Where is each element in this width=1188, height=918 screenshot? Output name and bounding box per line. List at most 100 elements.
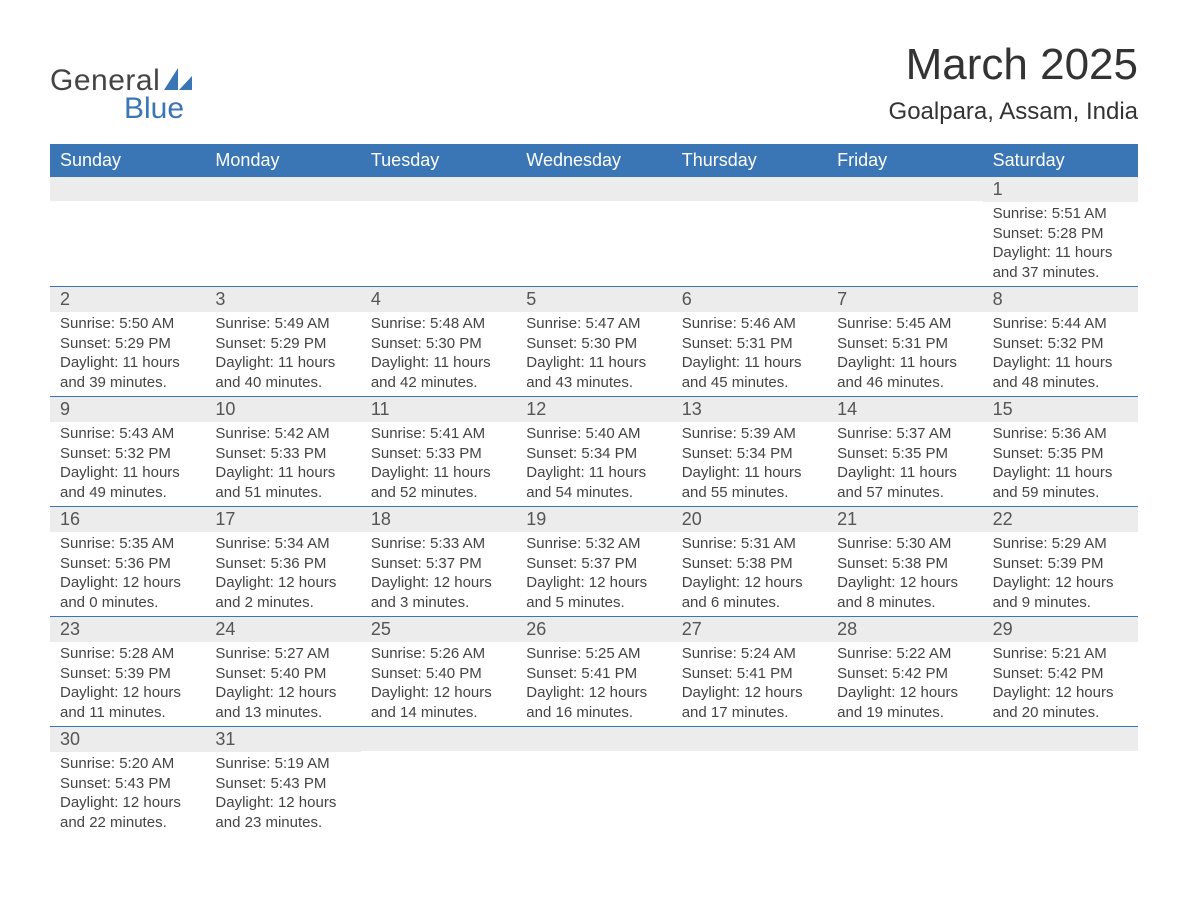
- day-details: Sunrise: 5:30 AMSunset: 5:38 PMDaylight:…: [827, 532, 982, 612]
- day-sunset: Sunset: 5:29 PM: [60, 334, 195, 354]
- day-d1: Daylight: 11 hours: [526, 463, 661, 483]
- calendar-day: [827, 727, 982, 836]
- day-details: [827, 751, 982, 753]
- day-number: 28: [827, 617, 982, 642]
- day-sunrise: Sunrise: 5:43 AM: [60, 424, 195, 444]
- day-sunset: Sunset: 5:31 PM: [837, 334, 972, 354]
- day-sunset: Sunset: 5:33 PM: [371, 444, 506, 464]
- calendar-day: 4Sunrise: 5:48 AMSunset: 5:30 PMDaylight…: [361, 287, 516, 396]
- day-number: 3: [205, 287, 360, 312]
- calendar-day: 11Sunrise: 5:41 AMSunset: 5:33 PMDayligh…: [361, 397, 516, 506]
- day-d1: Daylight: 11 hours: [682, 463, 817, 483]
- weekday-header-row: SundayMondayTuesdayWednesdayThursdayFrid…: [50, 144, 1138, 177]
- day-d1: Daylight: 12 hours: [371, 683, 506, 703]
- day-d1: Daylight: 12 hours: [60, 683, 195, 703]
- day-sunrise: Sunrise: 5:36 AM: [993, 424, 1128, 444]
- day-sunset: Sunset: 5:40 PM: [371, 664, 506, 684]
- day-details: Sunrise: 5:25 AMSunset: 5:41 PMDaylight:…: [516, 642, 671, 722]
- day-d2: and 3 minutes.: [371, 593, 506, 613]
- day-number: 17: [205, 507, 360, 532]
- day-number: 7: [827, 287, 982, 312]
- calendar-day: 22Sunrise: 5:29 AMSunset: 5:39 PMDayligh…: [983, 507, 1138, 616]
- day-sunset: Sunset: 5:29 PM: [215, 334, 350, 354]
- day-sunrise: Sunrise: 5:37 AM: [837, 424, 972, 444]
- day-sunrise: Sunrise: 5:51 AM: [993, 204, 1128, 224]
- weekday-header: Sunday: [50, 144, 205, 177]
- day-number: 26: [516, 617, 671, 642]
- day-d2: and 6 minutes.: [682, 593, 817, 613]
- day-d2: and 8 minutes.: [837, 593, 972, 613]
- day-details: [361, 201, 516, 203]
- day-d1: Daylight: 11 hours: [60, 353, 195, 373]
- day-number: 11: [361, 397, 516, 422]
- day-d2: and 20 minutes.: [993, 703, 1128, 723]
- day-number: 5: [516, 287, 671, 312]
- day-sunset: Sunset: 5:32 PM: [60, 444, 195, 464]
- calendar-week: 16Sunrise: 5:35 AMSunset: 5:36 PMDayligh…: [50, 506, 1138, 616]
- day-number: 30: [50, 727, 205, 752]
- day-d2: and 59 minutes.: [993, 483, 1128, 503]
- day-sunset: Sunset: 5:37 PM: [371, 554, 506, 574]
- day-sunset: Sunset: 5:28 PM: [993, 224, 1128, 244]
- day-number: 4: [361, 287, 516, 312]
- day-details: Sunrise: 5:33 AMSunset: 5:37 PMDaylight:…: [361, 532, 516, 612]
- calendar-week: 23Sunrise: 5:28 AMSunset: 5:39 PMDayligh…: [50, 616, 1138, 726]
- day-sunrise: Sunrise: 5:42 AM: [215, 424, 350, 444]
- day-details: [516, 751, 671, 753]
- day-d1: Daylight: 12 hours: [837, 573, 972, 593]
- calendar-day: [50, 177, 205, 286]
- calendar-day: 5Sunrise: 5:47 AMSunset: 5:30 PMDaylight…: [516, 287, 671, 396]
- day-details: Sunrise: 5:34 AMSunset: 5:36 PMDaylight:…: [205, 532, 360, 612]
- day-d1: Daylight: 12 hours: [993, 683, 1128, 703]
- day-sunset: Sunset: 5:34 PM: [526, 444, 661, 464]
- day-d2: and 11 minutes.: [60, 703, 195, 723]
- day-sunset: Sunset: 5:35 PM: [837, 444, 972, 464]
- day-sunset: Sunset: 5:30 PM: [371, 334, 506, 354]
- day-number: 31: [205, 727, 360, 752]
- day-sunset: Sunset: 5:32 PM: [993, 334, 1128, 354]
- day-d2: and 43 minutes.: [526, 373, 661, 393]
- calendar-week: 1Sunrise: 5:51 AMSunset: 5:28 PMDaylight…: [50, 177, 1138, 286]
- day-d1: Daylight: 11 hours: [371, 353, 506, 373]
- day-d2: and 54 minutes.: [526, 483, 661, 503]
- day-number: 2: [50, 287, 205, 312]
- day-sunset: Sunset: 5:43 PM: [215, 774, 350, 794]
- day-details: Sunrise: 5:48 AMSunset: 5:30 PMDaylight:…: [361, 312, 516, 392]
- day-sunrise: Sunrise: 5:48 AM: [371, 314, 506, 334]
- day-number: [672, 727, 827, 751]
- calendar: SundayMondayTuesdayWednesdayThursdayFrid…: [50, 144, 1138, 836]
- day-sunset: Sunset: 5:39 PM: [60, 664, 195, 684]
- day-number: [827, 727, 982, 751]
- calendar-week: 2Sunrise: 5:50 AMSunset: 5:29 PMDaylight…: [50, 286, 1138, 396]
- calendar-day: [516, 727, 671, 836]
- header-bar: General Blue March 2025 Goalpara, Assam,…: [50, 40, 1138, 126]
- day-sunset: Sunset: 5:31 PM: [682, 334, 817, 354]
- day-number: 16: [50, 507, 205, 532]
- day-details: [361, 751, 516, 753]
- day-sunrise: Sunrise: 5:50 AM: [60, 314, 195, 334]
- day-d1: Daylight: 12 hours: [60, 573, 195, 593]
- day-d1: Daylight: 11 hours: [837, 463, 972, 483]
- day-d1: Daylight: 11 hours: [993, 353, 1128, 373]
- weekday-header: Thursday: [672, 144, 827, 177]
- title-block: March 2025 Goalpara, Assam, India: [889, 40, 1138, 126]
- day-number: 22: [983, 507, 1138, 532]
- day-d1: Daylight: 11 hours: [371, 463, 506, 483]
- day-d1: Daylight: 12 hours: [526, 573, 661, 593]
- day-details: Sunrise: 5:21 AMSunset: 5:42 PMDaylight:…: [983, 642, 1138, 722]
- sail-icon: [164, 68, 192, 90]
- day-details: Sunrise: 5:26 AMSunset: 5:40 PMDaylight:…: [361, 642, 516, 722]
- day-d1: Daylight: 12 hours: [215, 573, 350, 593]
- day-sunrise: Sunrise: 5:24 AM: [682, 644, 817, 664]
- calendar-day: 15Sunrise: 5:36 AMSunset: 5:35 PMDayligh…: [983, 397, 1138, 506]
- day-d1: Daylight: 11 hours: [682, 353, 817, 373]
- day-number: 8: [983, 287, 1138, 312]
- day-sunrise: Sunrise: 5:39 AM: [682, 424, 817, 444]
- day-details: Sunrise: 5:37 AMSunset: 5:35 PMDaylight:…: [827, 422, 982, 502]
- day-d1: Daylight: 11 hours: [993, 243, 1128, 263]
- day-details: [827, 201, 982, 203]
- day-sunrise: Sunrise: 5:28 AM: [60, 644, 195, 664]
- weekday-header: Monday: [205, 144, 360, 177]
- day-sunrise: Sunrise: 5:21 AM: [993, 644, 1128, 664]
- calendar-day: 29Sunrise: 5:21 AMSunset: 5:42 PMDayligh…: [983, 617, 1138, 726]
